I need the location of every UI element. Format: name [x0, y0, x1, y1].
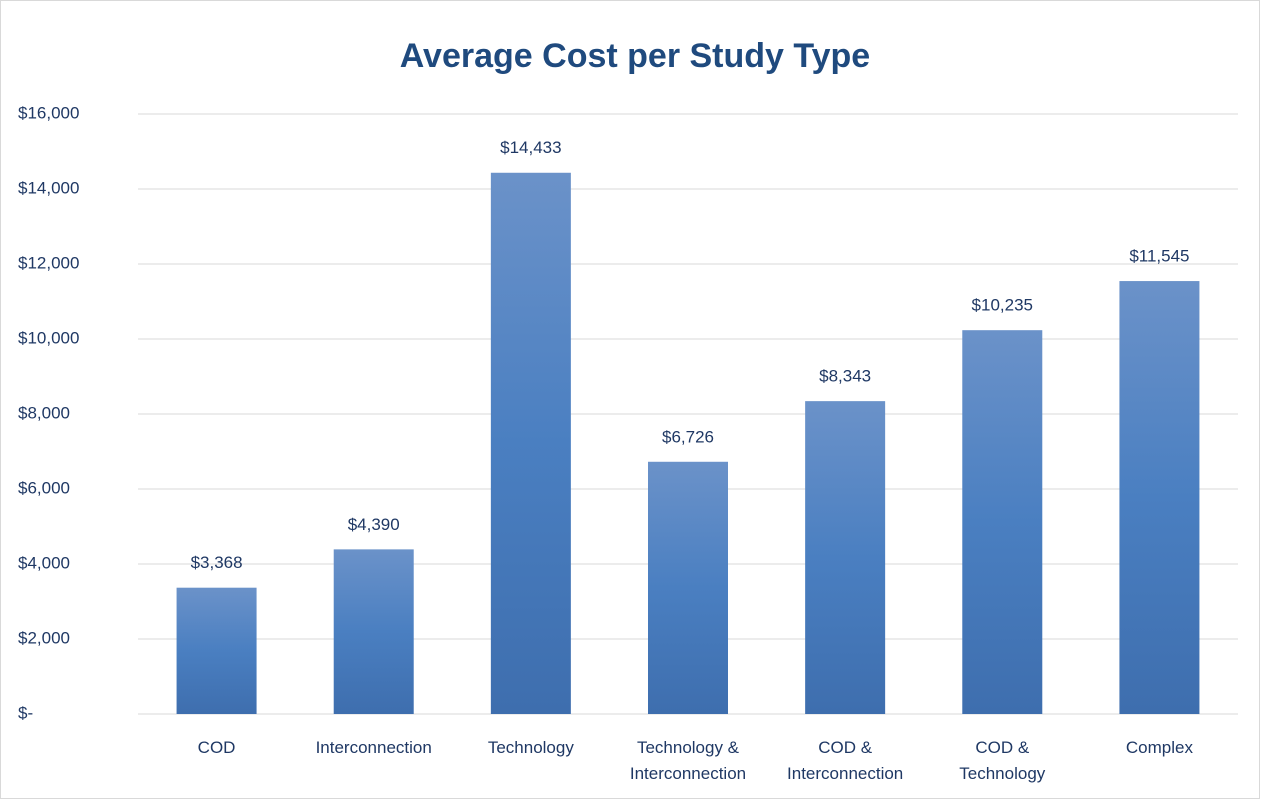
x-tick-label: COD & Interconnection: [787, 738, 904, 783]
bar: [333, 549, 414, 714]
value-label: $10,235: [972, 296, 1033, 315]
value-label: $4,390: [348, 515, 400, 534]
bar: [176, 587, 257, 714]
y-tick-label: $-: [18, 703, 33, 722]
bar: [490, 172, 571, 714]
y-tick-label: $12,000: [18, 253, 79, 272]
x-tick-label: Complex: [1125, 738, 1193, 757]
y-tick-label: $10,000: [18, 328, 79, 347]
y-tick-label: $16,000: [18, 103, 79, 122]
value-label: $11,545: [1129, 247, 1189, 266]
x-tick-label: Technology & Interconnection: [629, 738, 747, 783]
y-tick-label: $6,000: [18, 478, 70, 497]
bar: [1119, 281, 1200, 714]
x-tick-label: Technology: [487, 738, 574, 757]
chart-title: Average Cost per Study Type: [400, 37, 870, 75]
y-tick-label: $4,000: [18, 553, 70, 572]
bar: [805, 401, 886, 714]
y-tick-label: $14,000: [18, 178, 79, 197]
value-label: $3,368: [191, 553, 243, 572]
y-tick-label: $8,000: [18, 403, 70, 422]
x-tick-label: COD: [197, 738, 236, 757]
value-label: $8,343: [819, 367, 871, 386]
x-tick-label: Interconnection: [315, 738, 432, 757]
value-label: $6,726: [662, 427, 714, 446]
value-label: $14,433: [500, 138, 561, 157]
bar: [648, 461, 728, 714]
y-tick-label: $2,000: [18, 628, 70, 647]
x-tick-label: COD & Technology: [959, 738, 1046, 783]
bar: [962, 330, 1043, 714]
